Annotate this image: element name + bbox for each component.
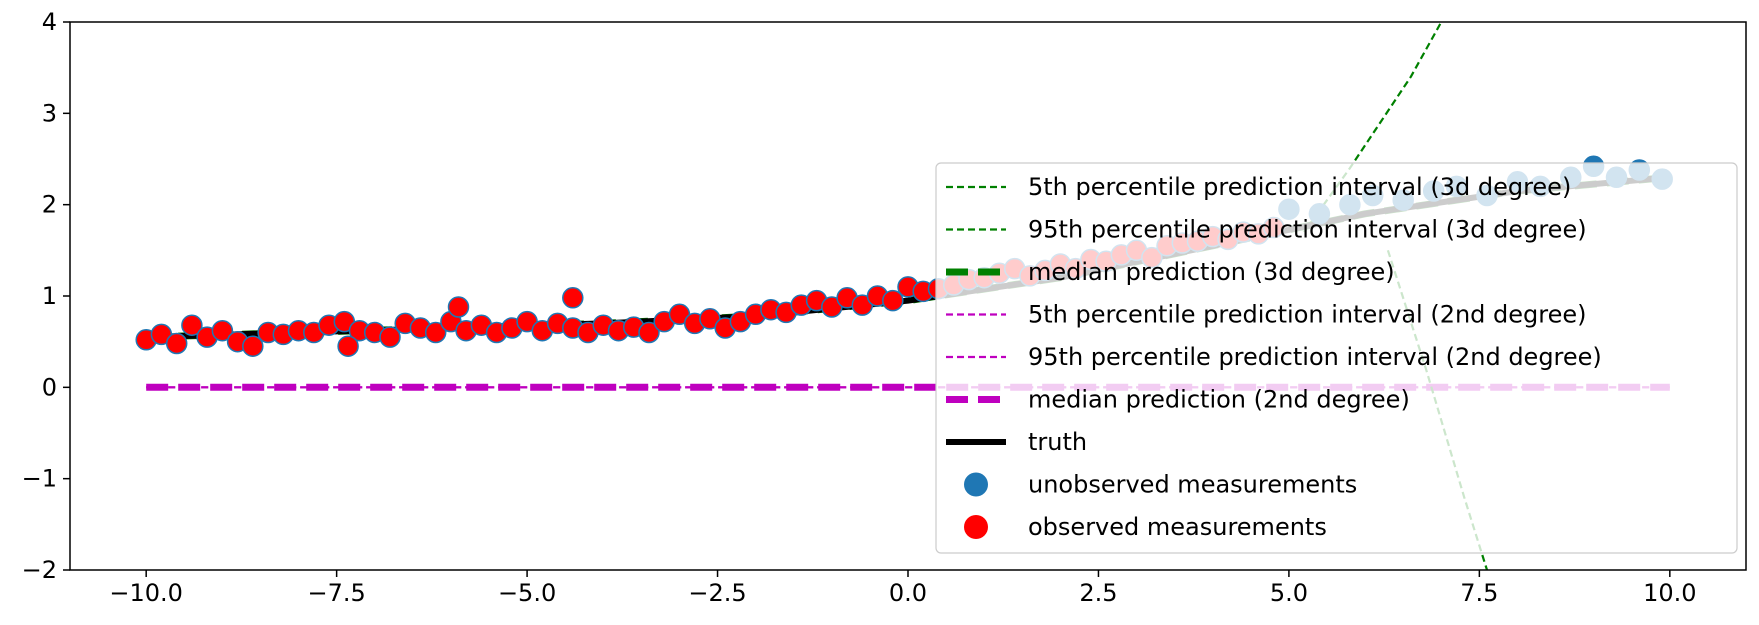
x-tick-label: −10.0 [109, 579, 183, 607]
legend-label: median prediction (3d degree) [1028, 258, 1395, 286]
legend-label: 95th percentile prediction interval (2nd… [1028, 343, 1602, 371]
legend-label: 5th percentile prediction interval (3d d… [1028, 173, 1571, 201]
point-observed [211, 319, 234, 342]
point-observed [562, 287, 584, 309]
x-tick-label: −2.5 [688, 579, 746, 607]
legend-item: 95th percentile prediction interval (2nd… [946, 343, 1602, 371]
legend-item: 95th percentile prediction interval (3d … [946, 216, 1587, 244]
legend: 5th percentile prediction interval (3d d… [935, 162, 1738, 554]
legend-label: truth [1028, 428, 1087, 456]
point-observed [337, 335, 359, 357]
series-line [1303, 22, 1443, 233]
legend-marker [964, 472, 988, 497]
point-observed [447, 296, 470, 318]
y-tick-label: 1 [42, 282, 57, 310]
y-tick-label: −2 [22, 556, 57, 584]
x-tick-label: −5.0 [498, 579, 556, 607]
legend-box [935, 162, 1738, 554]
legend-label: 95th percentile prediction interval (3d … [1028, 216, 1587, 244]
legend-item: observed measurements [964, 513, 1327, 541]
x-tick-label: 2.5 [1079, 579, 1117, 607]
x-tick-label: 5.0 [1270, 579, 1308, 607]
legend-marker [964, 515, 988, 539]
x-tick-label: −7.5 [307, 579, 365, 607]
point-observed [638, 321, 660, 344]
legend-item: median prediction (3d degree) [946, 258, 1395, 286]
legend-label: 5th percentile prediction interval (2nd … [1028, 301, 1587, 329]
point-observed [242, 335, 264, 357]
point-observed [379, 326, 401, 348]
y-tick-label: 4 [42, 8, 57, 36]
x-tick-label: 7.5 [1460, 579, 1498, 607]
point-observed [181, 314, 203, 336]
x-tick-label: 0.0 [889, 579, 927, 607]
y-axis: −2 −1 0 1 2 3 4 [22, 8, 70, 584]
point-observed [424, 321, 447, 344]
x-tick-label: 10.0 [1643, 579, 1696, 607]
legend-item: truth [946, 428, 1087, 456]
y-tick-label: 0 [42, 373, 57, 401]
legend-item: unobserved measurements [964, 471, 1357, 499]
legend-item: median prediction (2nd degree) [946, 386, 1410, 414]
y-tick-label: 2 [42, 191, 57, 219]
legend-label: median prediction (2nd degree) [1028, 386, 1410, 414]
legend-label: observed measurements [1028, 513, 1327, 541]
legend-item: 5th percentile prediction interval (3d d… [946, 173, 1571, 201]
legend-item: 5th percentile prediction interval (2nd … [946, 301, 1587, 329]
point-observed [882, 289, 904, 312]
point-observed [165, 332, 188, 355]
legend-label: unobserved measurements [1028, 471, 1357, 499]
y-tick-label: 3 [42, 99, 57, 127]
y-tick-label: −1 [22, 465, 57, 493]
x-axis: −10.0 −7.5 −5.0 −2.5 0.0 2.5 5.0 7.5 10.0 [109, 570, 1697, 607]
